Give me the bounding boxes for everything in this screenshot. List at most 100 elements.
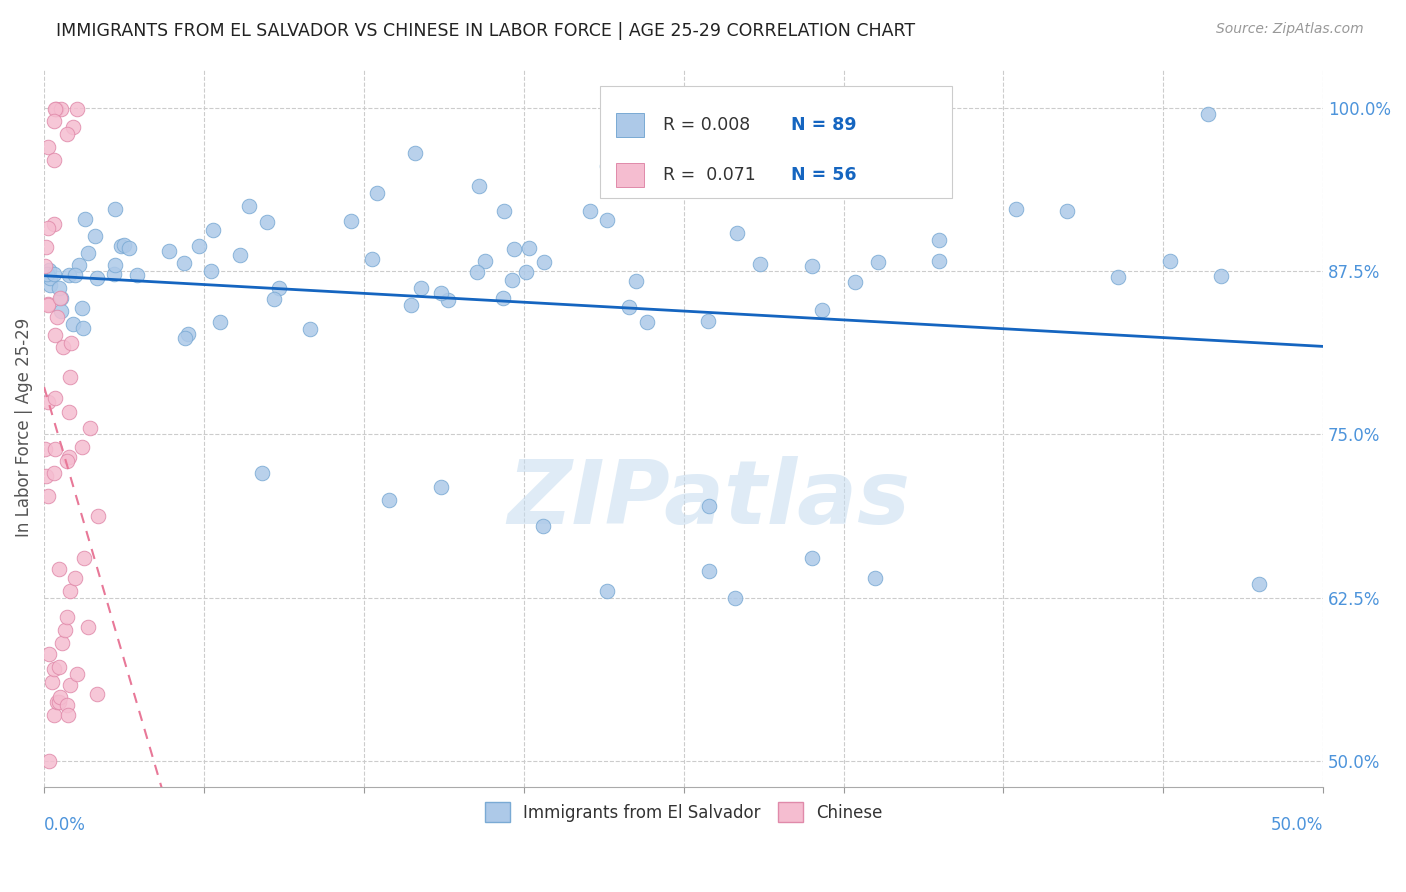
Point	[378, 492, 401, 507]
Point	[41, 675, 63, 690]
Point	[404, 146, 426, 161]
Point	[42, 113, 65, 128]
Point	[56, 698, 79, 712]
Point	[724, 591, 747, 605]
Point	[38, 263, 60, 277]
Point	[59, 369, 82, 384]
Point	[44, 153, 66, 167]
Point	[1005, 202, 1028, 216]
Point	[38, 647, 60, 661]
Point	[56, 610, 79, 624]
Point	[339, 214, 361, 228]
Point	[201, 223, 224, 237]
Point	[104, 258, 127, 272]
Point	[103, 267, 125, 281]
Point	[1209, 268, 1232, 283]
Point	[636, 315, 658, 329]
Point	[48, 660, 70, 674]
Point	[35, 469, 58, 483]
Point	[436, 293, 458, 307]
Point	[49, 292, 72, 306]
Point	[59, 678, 82, 692]
Point	[44, 267, 66, 281]
Point	[494, 204, 516, 219]
Text: ZIPatlas: ZIPatlas	[508, 456, 911, 543]
Point	[37, 296, 59, 310]
Point	[208, 315, 231, 329]
Point	[229, 248, 252, 262]
Point	[800, 259, 823, 273]
Point	[48, 690, 70, 704]
Point	[86, 271, 108, 285]
Point	[501, 272, 523, 286]
Point	[174, 331, 197, 345]
Point	[429, 479, 451, 493]
Point	[596, 213, 619, 227]
Point	[59, 335, 82, 350]
FancyBboxPatch shape	[600, 87, 952, 198]
Point	[800, 551, 823, 566]
Text: R =  0.071: R = 0.071	[664, 166, 756, 184]
Point	[65, 102, 87, 116]
Point	[157, 244, 180, 258]
Point	[492, 291, 515, 305]
Point	[44, 442, 66, 456]
Point	[72, 321, 94, 335]
Point	[48, 562, 70, 576]
Point	[87, 509, 110, 524]
Point	[44, 328, 66, 343]
Point	[112, 238, 135, 252]
Point	[250, 467, 273, 481]
Point	[45, 102, 67, 116]
Point	[49, 304, 72, 318]
Point	[83, 229, 105, 244]
Point	[596, 584, 619, 599]
Legend: Immigrants from El Salvador, Chinese: Immigrants from El Salvador, Chinese	[478, 795, 889, 829]
Point	[52, 339, 75, 353]
Point	[73, 212, 96, 227]
Point	[749, 257, 772, 271]
Point	[430, 286, 453, 301]
Text: 0.0%: 0.0%	[44, 815, 86, 834]
Point	[515, 265, 537, 279]
Point	[104, 202, 127, 217]
Point	[34, 259, 56, 273]
Point	[844, 276, 866, 290]
Point	[44, 662, 66, 676]
Point	[44, 391, 66, 405]
Point	[1249, 577, 1271, 591]
Point	[188, 238, 211, 252]
Point	[44, 218, 66, 232]
Point	[37, 298, 59, 312]
Point	[1159, 254, 1181, 268]
Point	[37, 140, 59, 154]
Point	[238, 199, 260, 213]
Point	[176, 327, 198, 342]
Point	[44, 102, 66, 116]
Point	[468, 179, 491, 194]
Point	[725, 226, 748, 240]
Point	[42, 466, 65, 480]
Point	[86, 687, 108, 701]
Point	[256, 215, 278, 229]
Point	[56, 454, 79, 468]
Point	[37, 394, 59, 409]
Point	[49, 102, 72, 116]
Point	[56, 708, 79, 723]
Point	[62, 120, 84, 135]
Point	[53, 623, 76, 637]
Point	[531, 518, 554, 533]
Point	[263, 292, 285, 306]
Point	[1056, 204, 1078, 219]
Point	[39, 271, 62, 285]
Point	[58, 268, 80, 283]
Point	[38, 754, 60, 768]
Point	[59, 584, 82, 599]
Point	[35, 240, 58, 254]
Point	[1108, 270, 1130, 285]
Point	[868, 255, 890, 269]
Point	[63, 571, 86, 585]
Point	[39, 277, 62, 292]
Point	[58, 405, 80, 419]
Point	[519, 241, 541, 255]
